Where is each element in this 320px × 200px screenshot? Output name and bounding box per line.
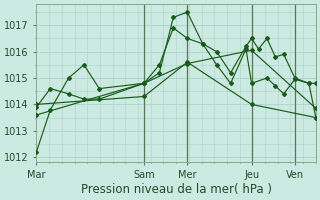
X-axis label: Pression niveau de la mer( hPa ): Pression niveau de la mer( hPa ) <box>81 183 272 196</box>
